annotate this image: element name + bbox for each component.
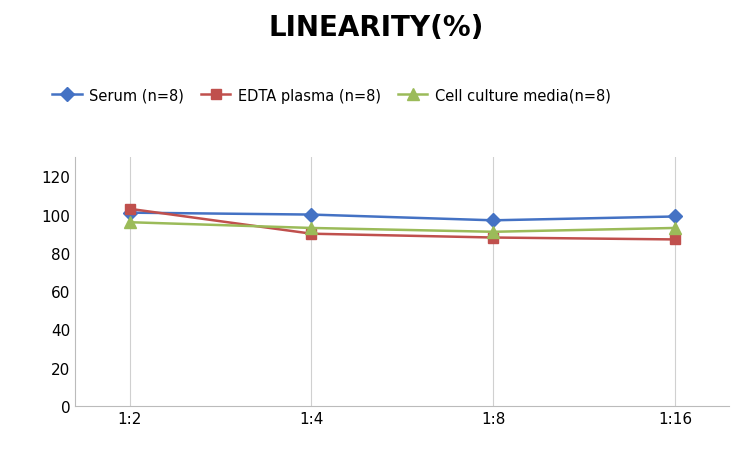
Serum (n=8) bbox=[489, 218, 498, 224]
Line: Serum (n=8): Serum (n=8) bbox=[125, 208, 680, 226]
Line: EDTA plasma (n=8): EDTA plasma (n=8) bbox=[125, 204, 680, 245]
Serum (n=8) bbox=[307, 212, 316, 218]
EDTA plasma (n=8) bbox=[307, 231, 316, 237]
EDTA plasma (n=8) bbox=[671, 237, 680, 243]
Cell culture media(n=8) bbox=[307, 226, 316, 231]
EDTA plasma (n=8) bbox=[489, 235, 498, 241]
Cell culture media(n=8) bbox=[125, 220, 134, 226]
Line: Cell culture media(n=8): Cell culture media(n=8) bbox=[124, 217, 681, 238]
Serum (n=8) bbox=[125, 211, 134, 216]
Serum (n=8) bbox=[671, 214, 680, 220]
EDTA plasma (n=8) bbox=[125, 207, 134, 212]
Cell culture media(n=8) bbox=[489, 230, 498, 235]
Legend: Serum (n=8), EDTA plasma (n=8), Cell culture media(n=8): Serum (n=8), EDTA plasma (n=8), Cell cul… bbox=[53, 88, 611, 103]
Cell culture media(n=8) bbox=[671, 226, 680, 231]
Text: LINEARITY(%): LINEARITY(%) bbox=[268, 14, 484, 41]
